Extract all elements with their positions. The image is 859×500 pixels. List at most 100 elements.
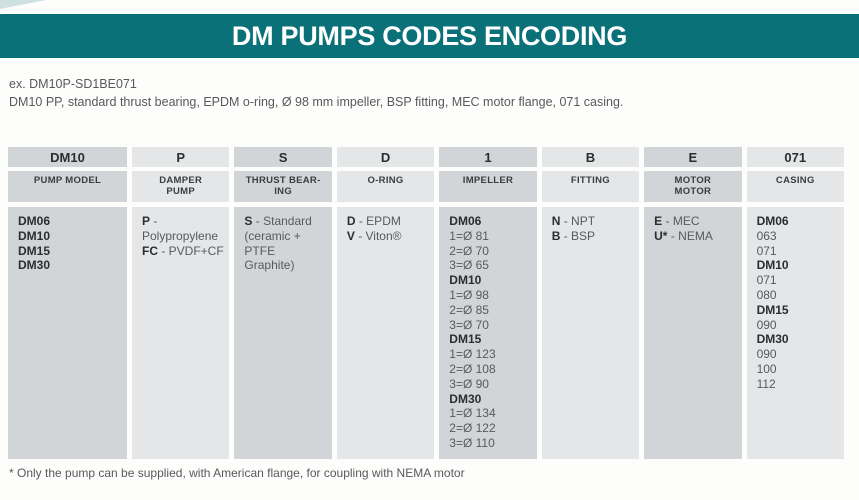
body-cell: DM06 1=Ø 81 2=Ø 70 3=Ø 65 DM10 1=Ø 98 2=Ø 85 3=… [439,207,537,459]
body-line: FC - PVDF+CF [142,244,224,259]
code-cell: P [132,147,230,167]
body-line: 071 [757,273,839,288]
body-line: 2=Ø 85 [449,303,531,318]
label-cell: DAMPER PUMP [132,171,230,202]
body-cell: E - MEC U* - NEMA [644,207,742,459]
body-line: B - BSP [552,229,634,244]
text-segment: 3=Ø 110 [449,435,495,450]
body-line: 080 [757,288,839,303]
text-segment: 3=Ø 70 [449,317,489,332]
body-line: S - Standard [244,214,326,229]
footnote: * Only the pump can be supplied, with Am… [9,466,465,480]
code-segment: DM10 [756,258,789,273]
code-segment: DM06 [756,214,789,228]
text-segment: - MEC [662,214,700,228]
code-segment: V [346,228,355,243]
text-segment: - BSP [560,228,596,243]
code-segment: P [142,214,151,228]
text-segment: - PVDF+CF [158,243,224,258]
text-segment: - Polypropylene [142,214,219,243]
label-cell: PUMP MODEL [8,171,127,202]
text-segment: 112 [756,376,776,391]
page-title: DM PUMPS CODES ENCODING [231,20,628,51]
body-cell: S - Standard (ceramic + PTFE Graphite) [234,207,332,459]
text-segment: - NEMA [667,228,713,243]
body-line: PTFE Graphite) [244,244,326,274]
code-segment: S [244,214,253,228]
code-segment: DM10 [18,228,51,243]
example-code: ex. DM10P-SD1BE071 [9,77,137,91]
body-line: DM06 [757,214,839,229]
code-cell: E [644,147,742,167]
code-segment: DM15 [18,243,51,258]
body-line: 2=Ø 70 [449,244,531,259]
label-cell: MOTOR MOTOR [644,171,742,202]
body-line: 090 [757,347,839,362]
code-segment: N [551,214,561,228]
code-segment: U* [654,228,668,243]
body-line: DM30 [757,332,839,347]
body-line: 3=Ø 110 [449,436,531,451]
text-segment: - EPDM [355,214,401,228]
example-description: DM10 PP, standard thrust bearing, EPDM o… [9,94,624,109]
text-segment: 3=Ø 90 [449,376,489,391]
body-line: 112 [757,377,839,392]
text-segment: 100 [756,361,777,376]
text-segment: - NPT [560,214,596,228]
body-cell: DM06 DM10 DM15 DM30 [8,207,127,459]
corner-accent-shape [0,0,46,9]
body-line: V - Viton® [347,229,429,244]
text-segment: 063 [756,228,777,243]
body-line: DM15 [449,332,531,347]
body-line: 2=Ø 122 [449,421,531,436]
code-segment: D [346,214,356,228]
body-line: DM30 [449,392,531,407]
label-cell: CASING [746,171,844,202]
text-segment: - Standard [252,214,312,228]
code-cell: 1 [439,147,537,167]
text-segment: 071 [756,273,777,288]
code-segment: E [654,214,663,228]
body-line: 2=Ø 108 [449,362,531,377]
code-cell: B [541,147,640,167]
body-line: 063 [757,229,839,244]
body-line: DM10 [757,258,839,273]
body-cell: P - Polypropylene FC - PVDF+CF [132,207,230,459]
code-cell: S [234,147,332,167]
label-cell: FITTING [541,171,640,202]
code-segment: DM06 [18,214,51,228]
code-segment: DM30 [449,391,482,406]
body-line: 1=Ø 123 [449,347,531,362]
body-row: DM06 DM10 DM15 DM30 P - Polypropylene FC - PV… [8,207,844,459]
body-line: 3=Ø 70 [449,318,531,333]
label-row: PUMP MODEL DAMPER PUMP THRUST BEAR- ING O-R… [8,171,844,202]
code-segment: DM15 [449,332,482,347]
body-line: N - NPT [552,214,634,229]
body-line: DM06 [18,214,122,229]
body-cell: DM06 063 071 DM10 071 080 DM15 090 DM30 090 100 112 [746,207,844,459]
text-segment: 2=Ø 70 [449,243,489,258]
code-row: DM10 P S D 1 B E 071 [8,147,844,167]
code-segment: B [551,228,561,243]
text-segment: 1=Ø 98 [449,287,489,302]
body-line: 3=Ø 90 [449,377,531,392]
body-line: 100 [757,362,839,377]
body-line: 3=Ø 65 [449,258,531,273]
text-segment: 090 [756,347,777,362]
label-cell: THRUST BEAR- ING [234,171,332,202]
body-line: U* - NEMA [654,229,736,244]
code-segment: FC [142,243,158,258]
title-banner: DM PUMPS CODES ENCODING [0,14,859,58]
text-segment: 080 [756,287,777,302]
code-segment: DM10 [449,273,482,288]
text-segment: (ceramic + [244,228,301,243]
body-line: DM10 [18,229,122,244]
label-cell: O-RING [336,171,435,202]
code-cell: 071 [746,147,844,167]
body-line: DM10 [449,273,531,288]
body-line: 090 [757,318,839,333]
body-line: 1=Ø 134 [449,406,531,421]
body-cell: N - NPT B - BSP [541,207,640,459]
body-line: 071 [757,244,839,259]
body-line: DM15 [757,303,839,318]
